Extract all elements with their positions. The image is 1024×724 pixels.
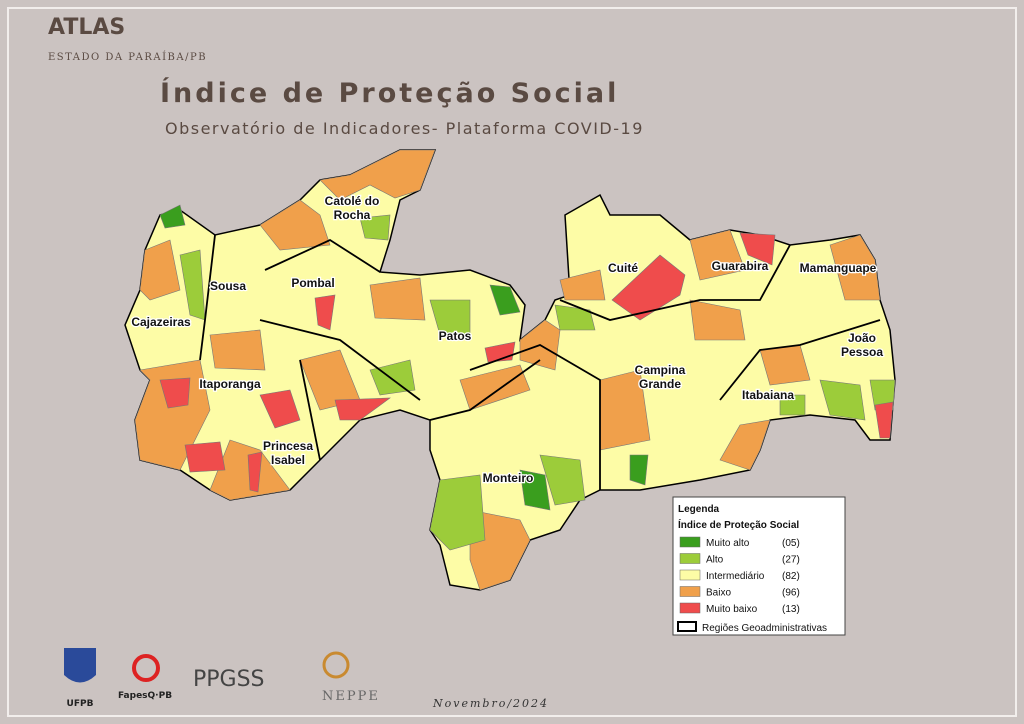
region-label: Cajazeiras [131,315,191,329]
legend-swatch [679,586,701,597]
region-label: Campina [635,363,686,377]
very-high-areas [159,204,649,511]
high-areas [179,214,896,551]
region-label: Mamanguape [800,261,877,275]
logo-label: PPGSS [193,667,265,692]
map [124,149,896,591]
region-label: Catolé do [325,194,380,208]
footer: Novembro/2024 [432,697,549,710]
legend-label: Muito alto [706,538,750,549]
region-boundaries [199,234,881,490]
region-label: Isabel [271,453,305,467]
region-label: Rocha [334,208,371,222]
region-label: Patos [439,329,472,343]
title: Índice de Proteção Social [160,77,619,109]
legend-items: Muito alto (05) Alto (27) Intermediário (82) B… [679,536,800,615]
ufpb-emblem [64,648,96,683]
region-label: Cuité [608,261,638,275]
legend-title: Legenda [678,504,720,515]
logos: UFPB FapesQ·PB PPGSS NEPPE [64,648,380,709]
legend-subtitle: Índice de Proteção Social [678,518,799,531]
fapesq-emblem [132,654,160,682]
low-areas [134,149,881,591]
region-label: Grande [639,377,681,391]
region-label: Monteiro [483,471,534,485]
legend-swatch [679,569,701,581]
region-label: Itaporanga [199,377,261,391]
logo-label: UFPB [67,699,94,709]
neppe-emblem [322,651,350,679]
legend-count: (05) [782,538,800,549]
logo-label: FapesQ·PB [118,691,172,701]
region-label: Pombal [291,276,334,290]
legend-count: (13) [782,604,800,615]
legend-label: Intermediário [706,571,765,582]
region-label: João [848,331,876,345]
legend-box [672,496,846,636]
frame [7,7,1017,717]
logo-label: NEPPE [322,689,380,704]
legend-count: (96) [782,588,800,599]
region-label: Itabaiana [742,388,794,402]
region-label: Pessoa [841,345,883,359]
legend-label: Baixo [706,588,731,599]
legend-boundary: Regiões Geoadministrativas [702,623,827,634]
subtitle: Observatório de Indicadores- Plataforma … [165,119,644,138]
legend-count: (82) [782,571,800,582]
legend-boundary-swatch [677,621,697,632]
brand: ATLAS [48,15,125,40]
subbrand: ESTADO DA PARAÍBA/PB [48,51,207,63]
legend-label: Alto [706,555,724,566]
region-label: Princesa [263,439,313,453]
legend-swatch [679,602,701,614]
legend: Legenda Índice de Proteção Social Muito … [672,496,846,636]
legend-count: (27) [782,555,800,566]
very-low-areas [159,232,894,493]
legend-label: Muito baixo [706,604,758,615]
legend-swatch [679,536,701,548]
legend-swatch [679,553,701,564]
region-label: Sousa [210,279,246,293]
region-label: Guarabira [712,259,769,273]
